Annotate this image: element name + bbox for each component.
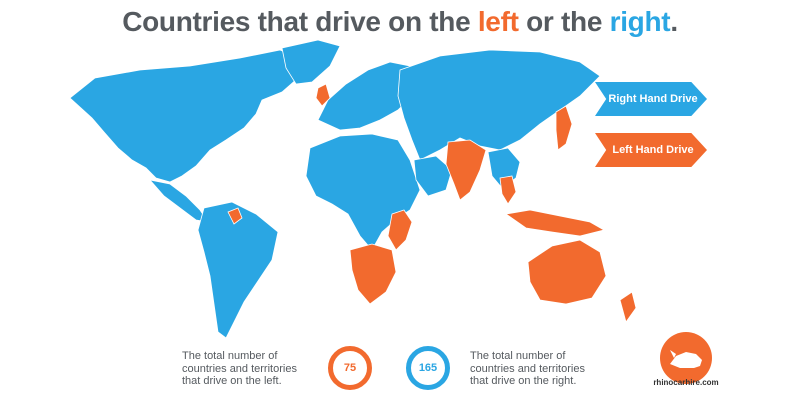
- japan: [555, 105, 573, 151]
- logo-text: rhinocarhire.com: [653, 378, 719, 387]
- right-stat-line: that drive on the right.: [470, 375, 577, 387]
- south-america: [197, 201, 279, 339]
- title-suffix: .: [670, 6, 678, 37]
- page-title: Countries that drive on the left or the …: [0, 6, 800, 38]
- asia: [397, 49, 601, 161]
- indonesia: [504, 209, 606, 237]
- guyana: [227, 207, 243, 225]
- greenland: [281, 39, 341, 85]
- uk: [315, 83, 331, 107]
- right-count-badge: 165: [406, 346, 450, 390]
- right-count: 165: [418, 362, 438, 374]
- rhino-icon: [660, 332, 712, 384]
- india: [445, 139, 487, 201]
- left-stat-line: countries and territories: [182, 362, 297, 375]
- thailand: [499, 175, 517, 205]
- title-left-word: left: [477, 6, 519, 37]
- left-stat-text: The total number of countries and territ…: [182, 350, 297, 388]
- left-stat-line: that drive on the left.: [182, 375, 282, 387]
- title-right-word: right: [609, 6, 671, 37]
- east-africa: [387, 209, 413, 251]
- legend-left-hand-drive: Left Hand Drive: [595, 133, 707, 167]
- left-stat-line: The total number of: [182, 350, 278, 362]
- right-stat-line: countries and territories: [470, 362, 585, 375]
- new-zealand: [619, 291, 637, 323]
- australia: [527, 239, 607, 305]
- left-count-badge: 75: [328, 346, 372, 390]
- southern-africa: [349, 243, 397, 305]
- right-stat-line: The total number of: [470, 350, 566, 362]
- left-count: 75: [343, 362, 357, 374]
- title-middle: or the: [518, 6, 610, 37]
- title-prefix: Countries that drive on the: [122, 6, 478, 37]
- legend-right-hand-drive: Right Hand Drive: [595, 82, 707, 116]
- central-america: [148, 179, 209, 223]
- arabia: [413, 155, 453, 197]
- right-stat-text: The total number of countries and territ…: [470, 350, 585, 388]
- north-america: [69, 49, 306, 183]
